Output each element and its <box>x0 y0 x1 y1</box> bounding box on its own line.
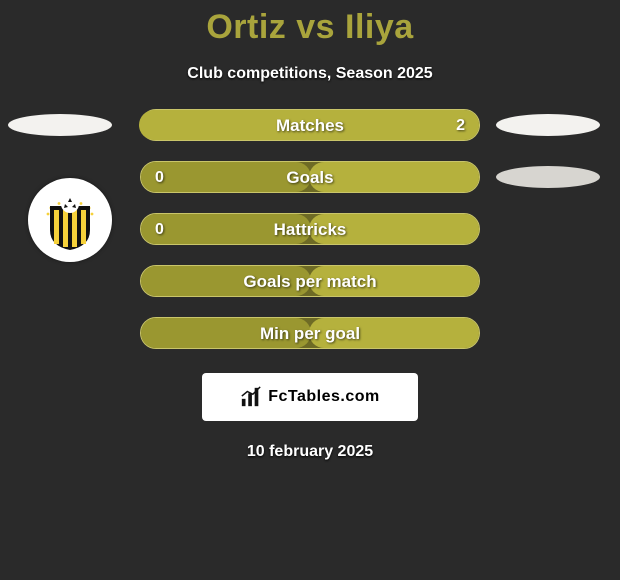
shield-icon <box>38 188 102 252</box>
stat-row: Goals per match <box>0 265 620 311</box>
subtitle: Club competitions, Season 2025 <box>0 65 620 83</box>
stat-value-right: 2 <box>456 110 465 142</box>
stat-bar: Matches2 <box>140 109 480 141</box>
player-right-name: Iliya <box>345 8 414 46</box>
player-oval-right <box>496 114 600 136</box>
player-oval-right <box>496 166 600 188</box>
brand-text: FcTables.com <box>268 388 380 406</box>
brand-box[interactable]: FcTables.com <box>202 373 418 421</box>
player-oval-left <box>8 114 112 136</box>
stat-value-left: 0 <box>155 214 164 246</box>
stat-bar: Min per goal <box>140 317 480 349</box>
stat-label: Min per goal <box>141 318 479 350</box>
stat-value-left: 0 <box>155 162 164 194</box>
stat-label: Goals per match <box>141 266 479 298</box>
stat-bar: Hattricks0 <box>140 213 480 245</box>
page-title: Ortiz vs Iliya <box>0 0 620 47</box>
stat-label: Matches <box>141 110 479 142</box>
vs-word: vs <box>296 8 335 46</box>
stat-bar: Goals per match <box>140 265 480 297</box>
team-badge-left <box>28 178 112 262</box>
date-line: 10 february 2025 <box>0 443 620 461</box>
stat-label: Hattricks <box>141 214 479 246</box>
bar-chart-icon <box>240 386 262 408</box>
player-left-name: Ortiz <box>206 8 286 46</box>
stat-row: Min per goal <box>0 317 620 363</box>
stat-bar: Goals0 <box>140 161 480 193</box>
stat-label: Goals <box>141 162 479 194</box>
stat-row: Matches2 <box>0 109 620 155</box>
